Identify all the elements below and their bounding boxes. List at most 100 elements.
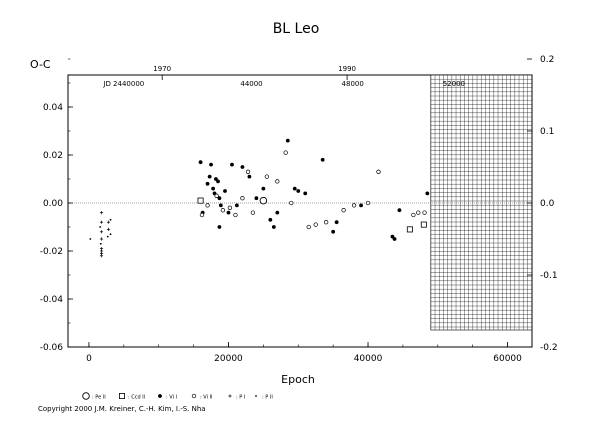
data-point-square xyxy=(406,226,413,233)
data-point-dot xyxy=(397,208,402,213)
data-point-small-dot xyxy=(99,226,101,228)
data-point-circle xyxy=(411,212,416,218)
chart-title: BL Leo xyxy=(273,21,320,37)
data-point-circle xyxy=(351,203,357,208)
x-tick-label: 0 xyxy=(86,354,92,364)
copyright-text: Copyright 2000 J.M. Kreiner, C.-H. Kim, … xyxy=(38,405,206,413)
data-point-dot xyxy=(320,157,325,162)
y-tick-label: -0.06 xyxy=(40,343,64,353)
data-point-circle xyxy=(245,169,251,174)
data-point-circle xyxy=(240,196,245,201)
data-point-dot xyxy=(223,189,227,193)
data-point-small-dot xyxy=(106,235,109,238)
future-hatched-region xyxy=(430,74,533,331)
data-point-plus xyxy=(106,220,111,224)
jd-tick-label: 44000 xyxy=(240,80,262,88)
data-point-dot xyxy=(217,196,222,201)
legend-marker-circle xyxy=(191,393,197,399)
data-point-small-dot xyxy=(109,218,112,221)
data-point-dot xyxy=(211,186,216,191)
data-point-dot xyxy=(217,225,222,229)
data-point-circle xyxy=(227,205,233,210)
y-tick-label: -0.04 xyxy=(40,295,64,305)
legend: : Pe II : Ccd II : Vi I : Vi II : P I : P II xyxy=(82,392,273,401)
data-point-circle xyxy=(376,169,381,174)
year-tick-label: 1990 xyxy=(338,65,356,73)
legend-marker-circle-large xyxy=(82,392,90,400)
data-point-circle xyxy=(341,208,346,213)
data-point-circle xyxy=(289,200,294,206)
right-y-tick-label: 0.1 xyxy=(540,127,554,137)
right-y-tick-label: 0.2 xyxy=(540,55,554,65)
data-point-plus xyxy=(99,254,104,258)
jd-tick-label: 48000 xyxy=(342,80,364,88)
data-point-dot xyxy=(296,189,301,193)
legend-label: : Pe II xyxy=(92,395,106,401)
data-point-dot xyxy=(240,165,245,169)
data-point-dot xyxy=(218,203,223,208)
right-y-tick-label: -0.2 xyxy=(540,343,558,353)
x-tick-label: 60000 xyxy=(493,354,522,364)
data-point-dot xyxy=(226,210,231,215)
data-point-dot xyxy=(207,174,212,179)
y-tick-label: -0.02 xyxy=(40,247,63,257)
data-point-dot xyxy=(209,162,213,167)
x-tick-label: 20000 xyxy=(214,354,243,364)
data-point-dot xyxy=(392,237,397,241)
data-point-dot xyxy=(247,174,252,179)
data-point-dot xyxy=(234,203,239,208)
data-point-dot xyxy=(216,179,220,184)
data-point-plus xyxy=(99,230,104,234)
data-points xyxy=(89,138,430,258)
axes-ticks: 0 20000 40000 60000 -0.06 -0.04 -0.02 0.00 0.02 0… xyxy=(40,55,558,364)
data-point-dot xyxy=(254,196,259,201)
data-point-small-dot xyxy=(109,233,112,236)
data-point-dot xyxy=(285,138,290,143)
data-point-dot xyxy=(331,229,336,234)
data-point-square xyxy=(197,197,204,204)
legend-label: : P I xyxy=(236,395,245,401)
data-point-circle xyxy=(275,179,280,184)
data-point-circle xyxy=(233,212,238,218)
data-point-circle xyxy=(264,174,270,179)
right-y-tick-label: 0.0 xyxy=(540,199,555,209)
data-point-circle xyxy=(324,220,329,225)
data-point-dot xyxy=(275,210,280,215)
data-point-dot xyxy=(230,162,234,167)
legend-marker-plus xyxy=(228,394,232,398)
legend-label: : Ccd II xyxy=(128,395,145,401)
data-point-circle xyxy=(313,222,318,227)
x-tick-label: 40000 xyxy=(354,354,383,364)
data-point-dot xyxy=(359,203,363,208)
data-point-circle-large xyxy=(259,196,268,205)
legend-label: : P II xyxy=(262,395,273,401)
y-tick-label: 0.02 xyxy=(43,151,63,161)
data-point-circle xyxy=(416,210,421,215)
legend-label: : Vi I xyxy=(166,395,177,401)
year-tick-label: 1970 xyxy=(153,65,171,73)
data-point-circle xyxy=(365,200,371,206)
data-point-circle xyxy=(306,224,311,230)
data-point-circle xyxy=(422,210,427,215)
data-point-circle xyxy=(205,203,210,208)
data-point-small-dot xyxy=(99,242,102,245)
data-point-plus xyxy=(99,237,104,241)
data-point-dot xyxy=(268,217,273,222)
legend-label: : Vi II xyxy=(200,395,213,401)
jd-tick-label: JD 2440000 xyxy=(102,80,144,88)
future-region-box xyxy=(430,74,533,331)
data-point-dot xyxy=(425,191,430,196)
data-point-square xyxy=(420,221,427,228)
data-point-plus xyxy=(99,220,104,224)
right-y-tick-label: -0.1 xyxy=(540,271,558,281)
legend-marker-square xyxy=(119,392,126,399)
data-point-dot xyxy=(261,186,266,191)
data-point-circle xyxy=(199,212,205,218)
legend-marker-small-dot xyxy=(255,395,257,397)
data-point-dot xyxy=(205,181,210,186)
data-point-dot xyxy=(303,191,308,196)
data-point-circle xyxy=(250,210,256,215)
data-point-dot xyxy=(334,220,339,225)
y-tick-label: 0.00 xyxy=(43,199,63,209)
